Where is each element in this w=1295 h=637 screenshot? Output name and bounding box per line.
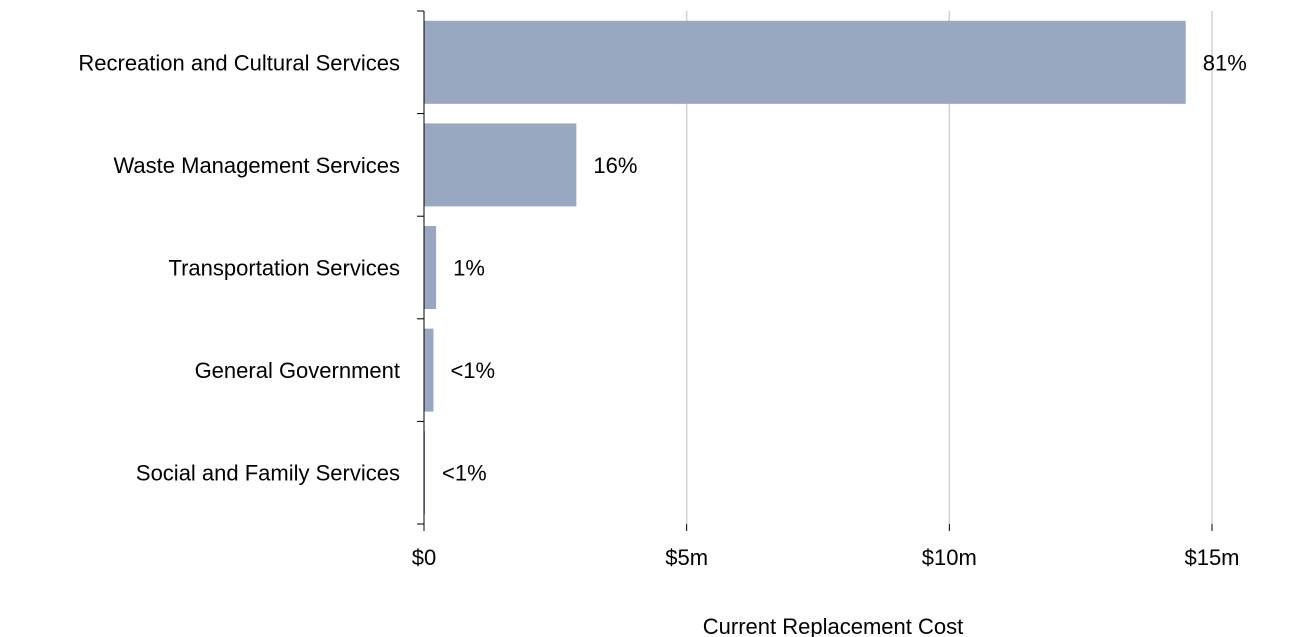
category-label: Waste Management Services: [113, 153, 400, 178]
bar: [424, 226, 437, 309]
category-label: Recreation and Cultural Services: [78, 50, 400, 75]
bar: [424, 20, 1186, 104]
labels: $0 $5m $10m $15m Recreation and Cultural Ser…: [78, 50, 1246, 570]
x-tick-label: $5m: [665, 545, 708, 570]
x-tick-label: $10m: [922, 545, 977, 570]
x-axis-title: Current Replacement Cost: [703, 614, 963, 637]
bar: [424, 328, 434, 412]
data-label: 16%: [593, 153, 637, 178]
data-label: <1%: [450, 358, 495, 383]
axes: [417, 10, 1213, 531]
x-tick-label: $0: [412, 545, 436, 570]
bar: [424, 123, 577, 207]
category-label: Transportation Services: [168, 256, 400, 281]
category-label: General Government: [195, 358, 400, 383]
data-label: 1%: [453, 256, 485, 281]
category-label: Social and Family Services: [136, 461, 400, 486]
data-label: 81%: [1203, 50, 1247, 75]
x-tick-label: $15m: [1184, 545, 1239, 570]
bar: [424, 431, 426, 515]
data-label: <1%: [442, 461, 487, 486]
bars: [424, 20, 1186, 515]
